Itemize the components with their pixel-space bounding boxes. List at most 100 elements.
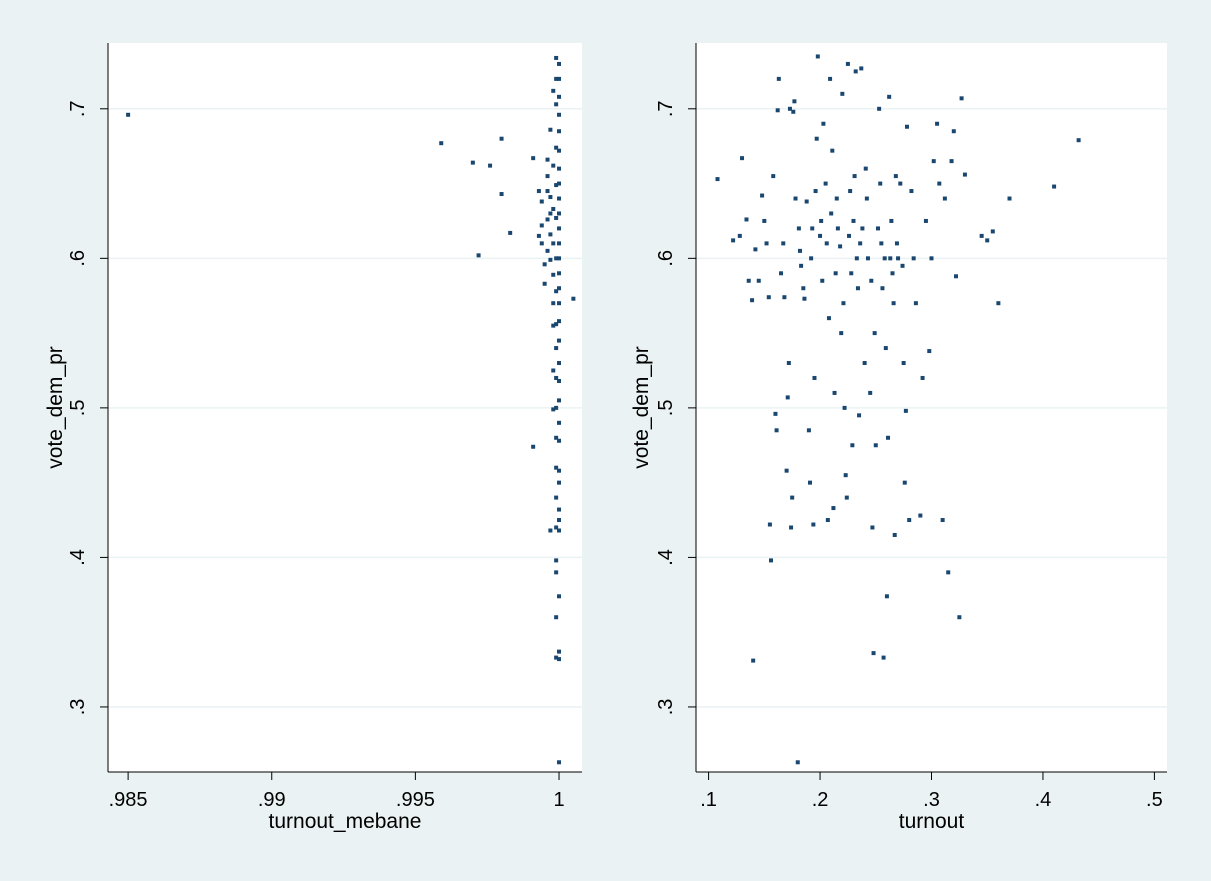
x-axis-title: turnout_mebane (269, 810, 422, 833)
data-point (854, 256, 859, 261)
data-point (779, 271, 784, 276)
data-point (557, 256, 562, 261)
data-point (880, 286, 885, 291)
data-point (857, 413, 862, 418)
data-point (829, 211, 834, 216)
data-point (894, 241, 899, 246)
data-point (554, 102, 559, 107)
data-point (746, 278, 751, 283)
data-point (554, 525, 559, 530)
data-point (740, 156, 745, 161)
data-point (809, 256, 814, 261)
data-point (557, 338, 562, 343)
data-point (892, 532, 897, 537)
data-point (554, 256, 559, 261)
data-point (959, 96, 964, 101)
data-point (797, 248, 802, 253)
data-point (838, 244, 843, 249)
data-point (872, 331, 877, 336)
data-point (542, 262, 547, 267)
data-point (985, 238, 990, 243)
data-point (909, 189, 914, 194)
data-point (551, 368, 556, 373)
data-point (842, 405, 847, 410)
data-point (868, 390, 873, 395)
data-point (554, 615, 559, 620)
data-point (766, 295, 771, 300)
data-point (737, 233, 742, 238)
data-point (554, 375, 559, 380)
x-tick-label: .99 (258, 789, 286, 811)
data-point (545, 217, 550, 222)
data-point (476, 253, 481, 258)
y-tick-label: .3 (67, 699, 89, 716)
data-point (850, 443, 855, 448)
data-point (769, 558, 774, 563)
data-point (557, 181, 562, 186)
y-axis-title: vote_dem_pr (44, 346, 67, 469)
data-point (499, 192, 504, 197)
data-point (539, 223, 544, 228)
data-point (790, 495, 795, 500)
data-point (774, 428, 779, 433)
x-tick-label: .1 (700, 789, 717, 811)
data-point (557, 480, 562, 485)
data-point (823, 181, 828, 186)
chart-panel-2: .3 .4 .5 .6 .7 .1 .2 .3 .4 .5 turnout vote_dem_pr (630, 43, 1167, 833)
data-point (760, 193, 765, 198)
data-point (813, 189, 818, 194)
data-point (554, 655, 559, 660)
data-point (887, 94, 892, 99)
data-point (931, 159, 936, 164)
data-point (907, 518, 912, 523)
data-point (877, 106, 882, 111)
x-axis-title: turnout (899, 810, 965, 833)
data-point (888, 256, 893, 261)
data-point (886, 435, 891, 440)
data-point (890, 271, 895, 276)
data-point (554, 346, 559, 351)
data-point (870, 525, 875, 530)
data-point (830, 148, 835, 153)
data-point (818, 233, 823, 238)
data-point (882, 256, 887, 261)
data-point (554, 215, 559, 220)
data-point (781, 241, 786, 246)
data-point (744, 217, 749, 222)
data-point (557, 286, 562, 291)
y-tick-label: .3 (655, 699, 677, 716)
data-point (557, 226, 562, 231)
data-point (756, 278, 761, 283)
data-point (845, 61, 850, 66)
data-point (942, 196, 947, 201)
data-point (833, 271, 838, 276)
data-point (548, 232, 553, 237)
data-point (824, 241, 829, 246)
data-point (557, 211, 562, 216)
data-point (844, 495, 849, 500)
data-point (878, 181, 883, 186)
data-point (557, 649, 562, 654)
data-point (841, 301, 846, 306)
y-tick-label: .5 (67, 400, 89, 417)
data-point (557, 196, 562, 201)
data-point (902, 480, 907, 485)
data-point (750, 298, 755, 303)
data-point (811, 522, 816, 527)
data-point (557, 438, 562, 443)
data-point (869, 278, 874, 283)
y-tick-label: .7 (655, 100, 677, 117)
data-point (891, 301, 896, 306)
data-point (554, 145, 559, 150)
data-point (889, 218, 894, 223)
data-point (551, 163, 556, 168)
data-point (834, 196, 839, 201)
data-point (801, 286, 806, 291)
x-tick-label: .985 (109, 789, 148, 811)
data-point (847, 233, 852, 238)
data-point (571, 296, 576, 301)
data-point (904, 124, 909, 129)
data-point (545, 157, 550, 162)
data-point (802, 296, 807, 301)
data-point (787, 106, 792, 111)
